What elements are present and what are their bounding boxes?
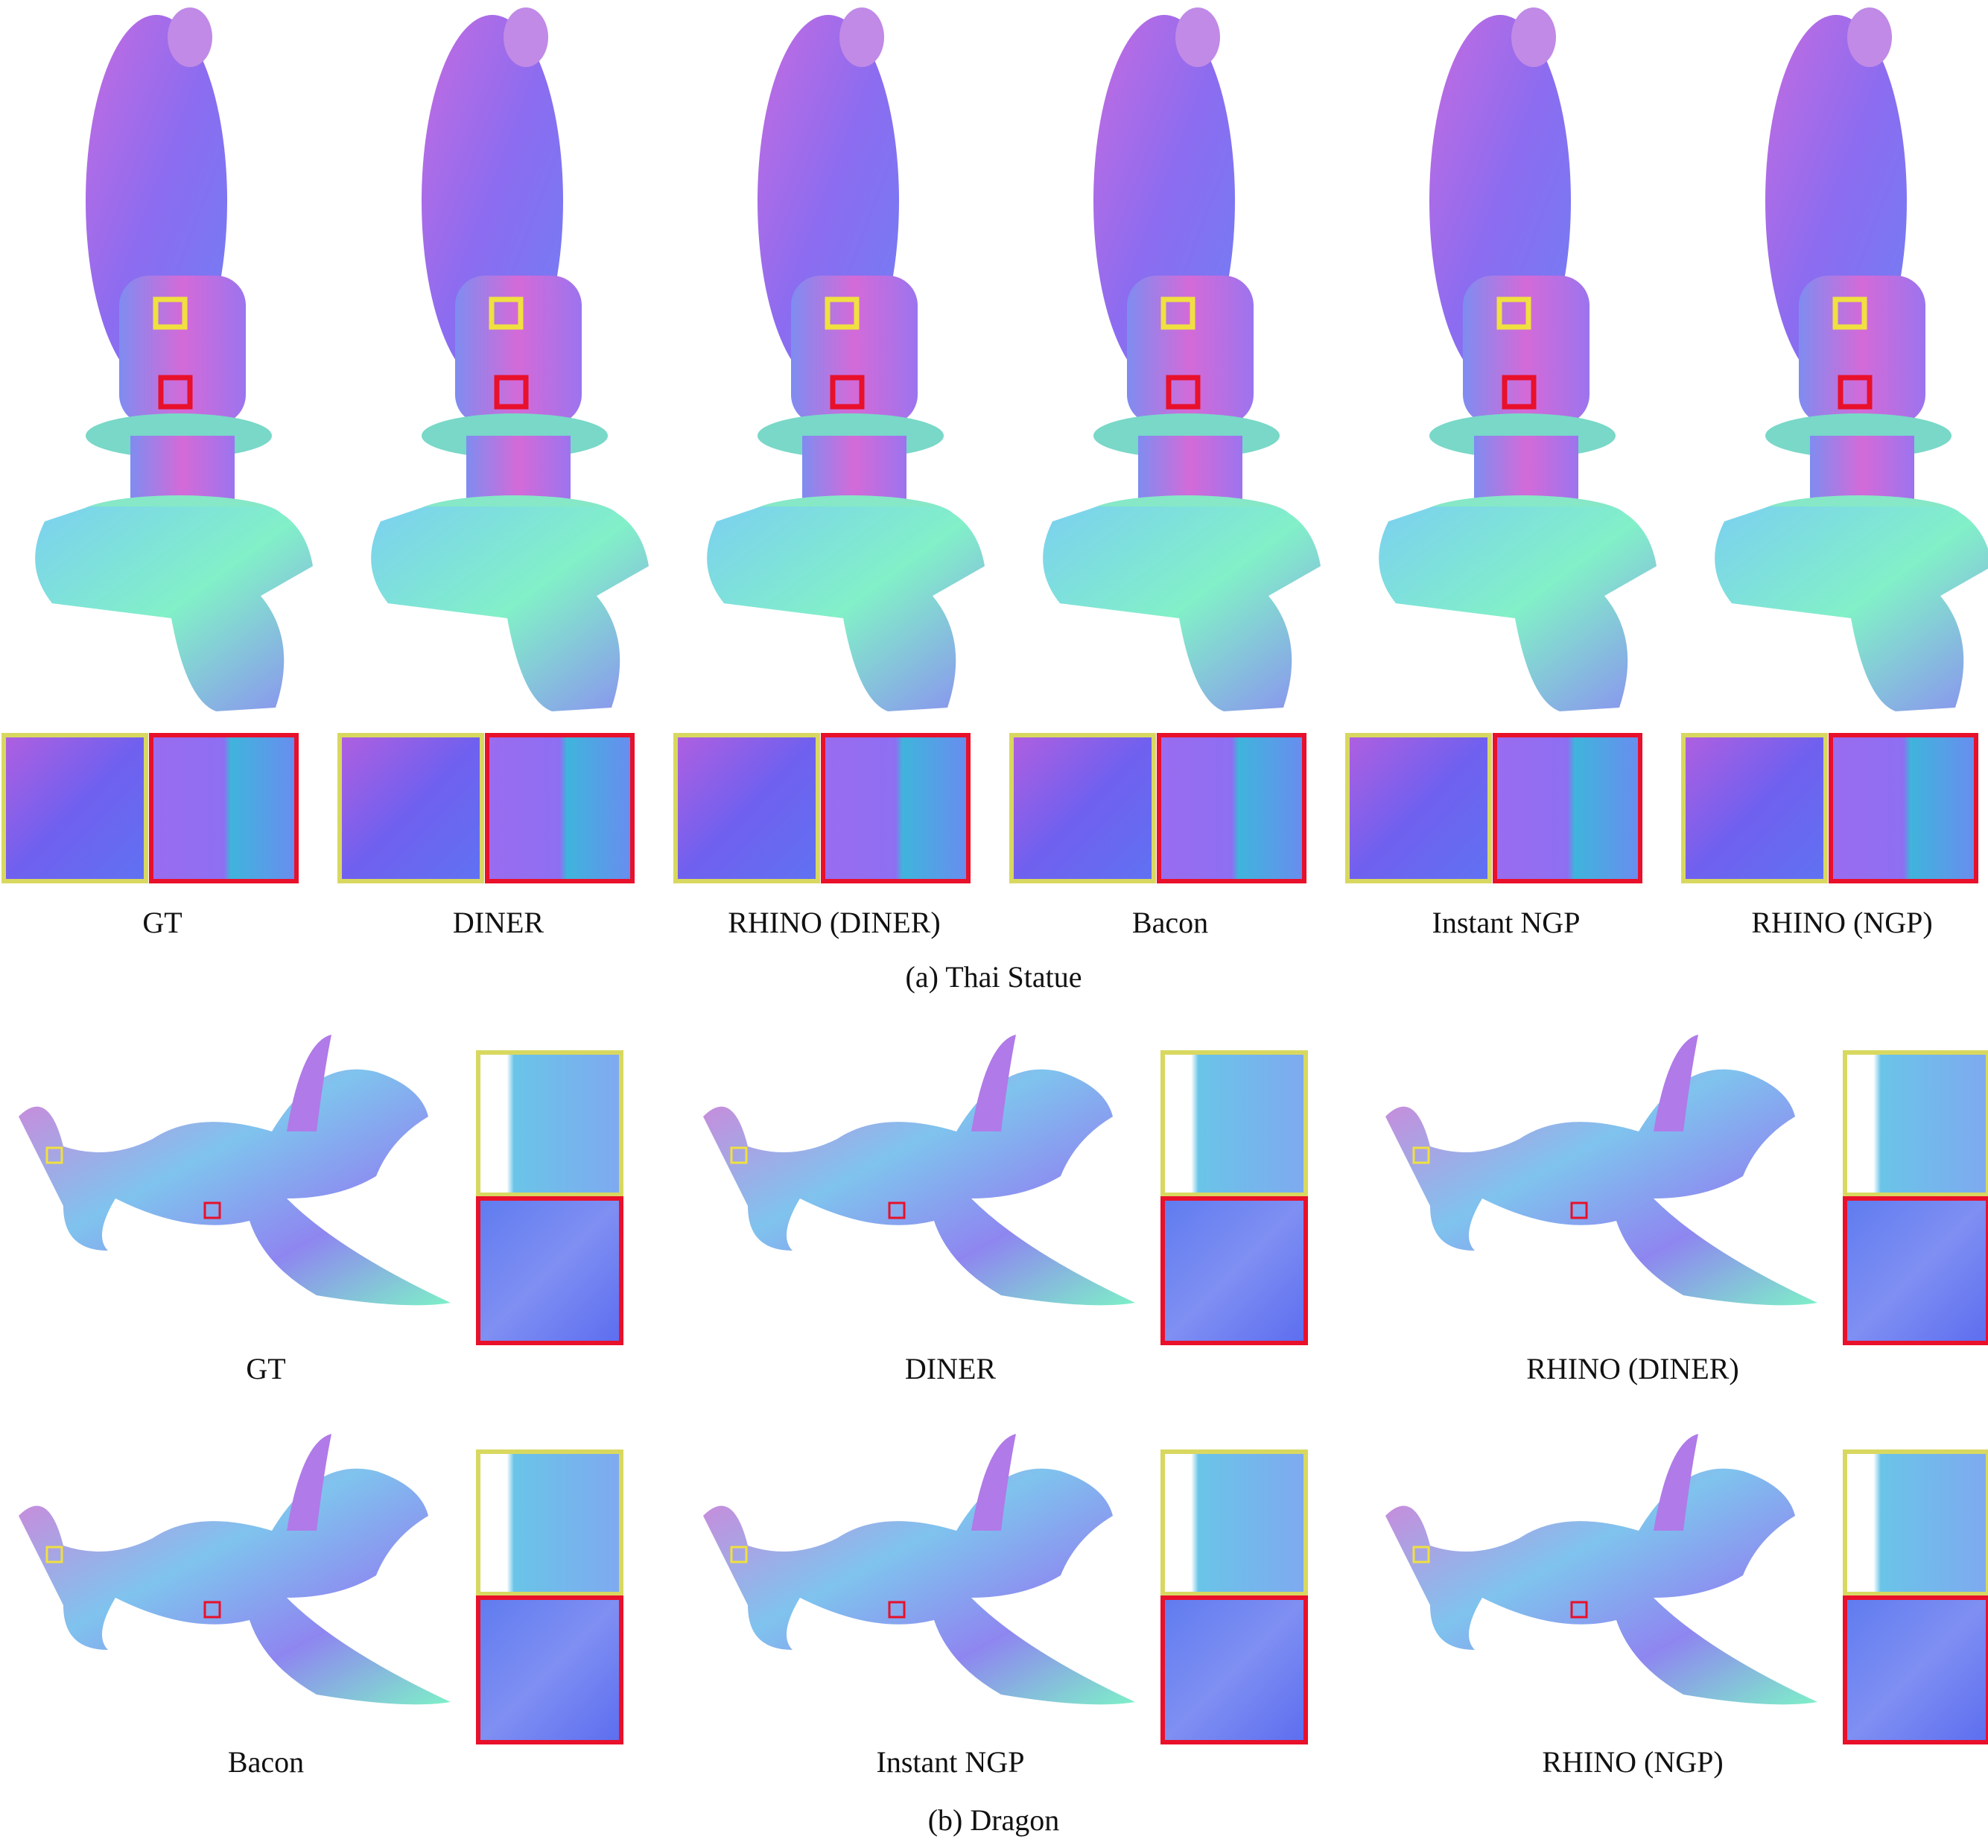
dragon-render	[703, 1434, 1135, 1704]
dragon-render	[19, 1434, 451, 1704]
method-label: GT	[142, 906, 182, 939]
statue-render	[1043, 7, 1321, 711]
zoom-crop-yellow	[1681, 733, 1828, 883]
zoom-crop-red	[1160, 1196, 1308, 1345]
zoom-crop-red	[149, 733, 299, 883]
zoom-crop-red	[476, 1595, 623, 1744]
caption: (b) Dragon	[928, 1803, 1060, 1837]
zoom-crop-yellow	[337, 733, 484, 883]
zoom-crop-red	[1843, 1595, 1988, 1744]
method-label: RHINO (NGP)	[1542, 1745, 1723, 1779]
zoom-crop-yellow	[1843, 1050, 1988, 1197]
zoom-crop-red	[476, 1196, 623, 1345]
zoom-crop-red	[485, 733, 635, 883]
method-label: DINER	[453, 906, 544, 939]
caption: (a) Thai Statue	[906, 960, 1082, 994]
method-label: Bacon	[1132, 906, 1208, 939]
method-label: Instant NGP	[1432, 906, 1581, 939]
zoom-crop-yellow	[1160, 1050, 1308, 1197]
zoom-crop-yellow	[1843, 1449, 1988, 1596]
zoom-crop-yellow	[1, 733, 148, 883]
method-label: RHINO (NGP)	[1751, 906, 1932, 939]
zoom-crop-red	[1157, 733, 1306, 883]
zoom-crop-yellow	[673, 733, 820, 883]
zoom-crop-red	[821, 733, 971, 883]
statue-render	[707, 7, 985, 711]
method-label: Bacon	[228, 1745, 304, 1779]
zoom-crop-yellow	[1345, 733, 1492, 883]
zoom-crop-red	[1829, 733, 1978, 883]
statue-render	[1715, 7, 1988, 711]
dragon-render	[703, 1035, 1135, 1305]
zoom-crop-yellow	[476, 1449, 623, 1596]
zoom-crop-yellow	[1160, 1449, 1308, 1596]
method-label: RHINO (DINER)	[728, 906, 941, 939]
method-label: GT	[246, 1352, 285, 1385]
zoom-crop-red	[1843, 1196, 1988, 1345]
method-label: Instant NGP	[877, 1745, 1025, 1779]
dragon-render	[1385, 1434, 1817, 1704]
statue-render	[1379, 7, 1657, 711]
zoom-crop-red	[1160, 1595, 1308, 1744]
zoom-crop-yellow	[1009, 733, 1156, 883]
dragon-render	[19, 1035, 451, 1305]
zoom-crop-red	[1493, 733, 1642, 883]
dragon-render	[1385, 1035, 1817, 1305]
zoom-crop-yellow	[476, 1050, 623, 1197]
statue-render	[371, 7, 649, 711]
method-label: DINER	[905, 1352, 997, 1385]
method-label: RHINO (DINER)	[1526, 1352, 1739, 1385]
statue-render	[35, 7, 313, 711]
